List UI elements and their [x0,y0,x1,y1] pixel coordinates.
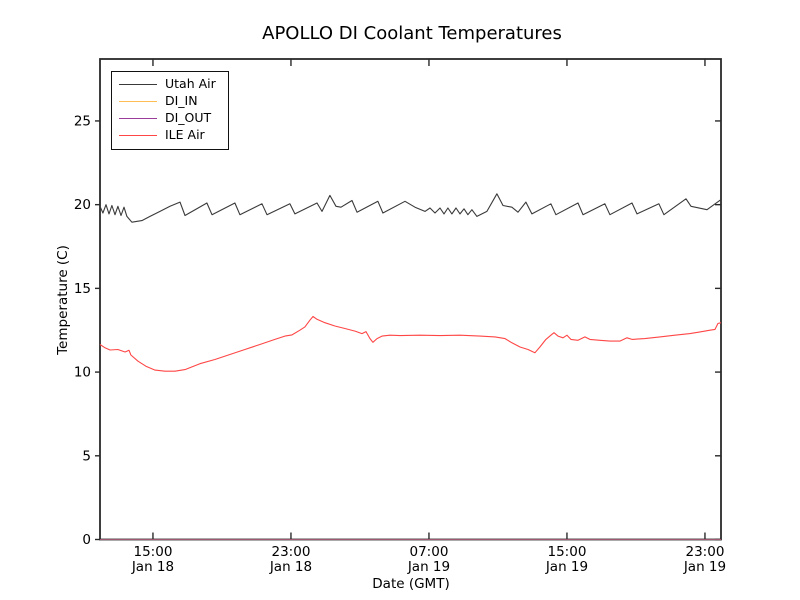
x-tick-time: 07:00 [410,544,449,560]
x-tick-date: Jan 19 [407,559,450,575]
legend-entry: Utah Air [119,76,222,93]
x-tick-time: 15:00 [548,544,587,560]
x-tick-time: 23:00 [686,544,725,560]
legend-box: Utah Air DI_IN DI_OUT ILE Air [111,71,229,150]
legend-line-swatch [119,118,157,119]
legend-line-swatch [119,84,157,85]
x-tick-date: Jan 19 [683,559,726,575]
y-tick-label: 10 [74,365,91,381]
x-tick-time: 15:00 [134,544,173,560]
y-tick-label: 15 [74,281,91,297]
chart-title: APOLLO DI Coolant Temperatures [262,23,562,44]
y-tick-label: 0 [82,532,91,548]
y-tick-label: 25 [74,113,91,129]
legend-label: DI_OUT [165,110,212,126]
y-axis-label: Temperature (C) [55,245,71,355]
x-axis-label: Date (GMT) [372,576,450,592]
legend-entry: ILE Air [119,127,222,144]
legend-entry: DI_IN [119,93,222,110]
series-line-ile-air [99,315,722,372]
x-tick-date: Jan 18 [131,559,174,575]
y-tick-label: 20 [74,197,91,213]
legend-label: ILE Air [165,127,205,143]
legend-label: DI_IN [165,93,198,109]
series-line-utah-air [99,193,722,223]
legend-label: Utah Air [165,76,216,92]
legend-line-swatch [119,101,157,102]
x-tick-date: Jan 19 [545,559,588,575]
legend-entry: DI_OUT [119,110,222,127]
x-tick-time: 23:00 [272,544,311,560]
legend-line-swatch [119,135,157,136]
y-tick-label: 5 [82,448,91,464]
x-tick-date: Jan 18 [269,559,312,575]
